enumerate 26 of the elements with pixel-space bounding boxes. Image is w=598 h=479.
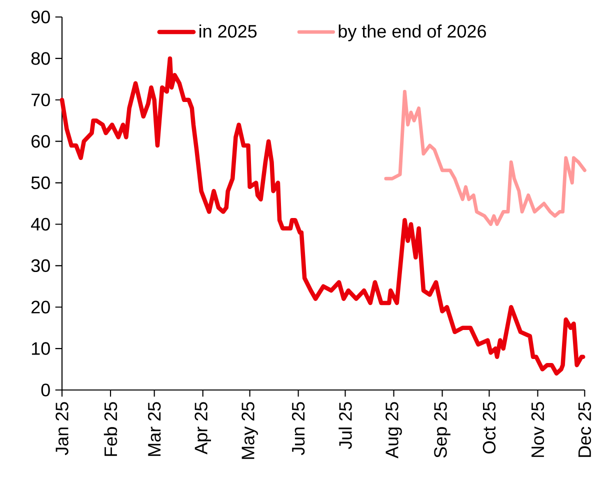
line-series xyxy=(60,56,586,376)
line-series xyxy=(384,90,586,226)
x-tick-label: Feb 25 xyxy=(104,402,118,456)
y-tick-label: 70 xyxy=(32,94,50,106)
legend-label: by the end of 2026 xyxy=(338,24,486,42)
y-tick-label: 20 xyxy=(32,300,50,314)
x-tick-label: Mar 25 xyxy=(148,402,161,456)
x-tick-label: Aug 25 xyxy=(386,402,402,458)
legend-label: in 2025 xyxy=(200,24,257,38)
y-tick-label: 90 xyxy=(31,10,50,24)
y-tick-label: 50 xyxy=(31,176,50,190)
y-tick-label: 80 xyxy=(31,52,50,65)
x-tick-label: Jul 25 xyxy=(338,402,352,450)
x-tick-label: May 25 xyxy=(242,402,258,459)
x-tick-label: Dec 25 xyxy=(578,402,592,457)
x-tick-label: Sep 25 xyxy=(434,402,450,458)
x-tick-label: Oct 25 xyxy=(482,402,496,454)
x-tick-label: Nov 25 xyxy=(531,402,544,457)
x-tick-label: Jan 25 xyxy=(56,402,68,456)
x-tick-label: Apr 25 xyxy=(194,402,211,454)
x-tick-label: Jun 25 xyxy=(292,402,305,456)
y-tick-label: 60 xyxy=(32,134,50,148)
y-tick-label: 0 xyxy=(41,384,50,396)
y-tick-label: 10 xyxy=(32,342,50,355)
y-tick-label: 40 xyxy=(31,218,50,231)
y-tick-label: 30 xyxy=(31,259,50,272)
